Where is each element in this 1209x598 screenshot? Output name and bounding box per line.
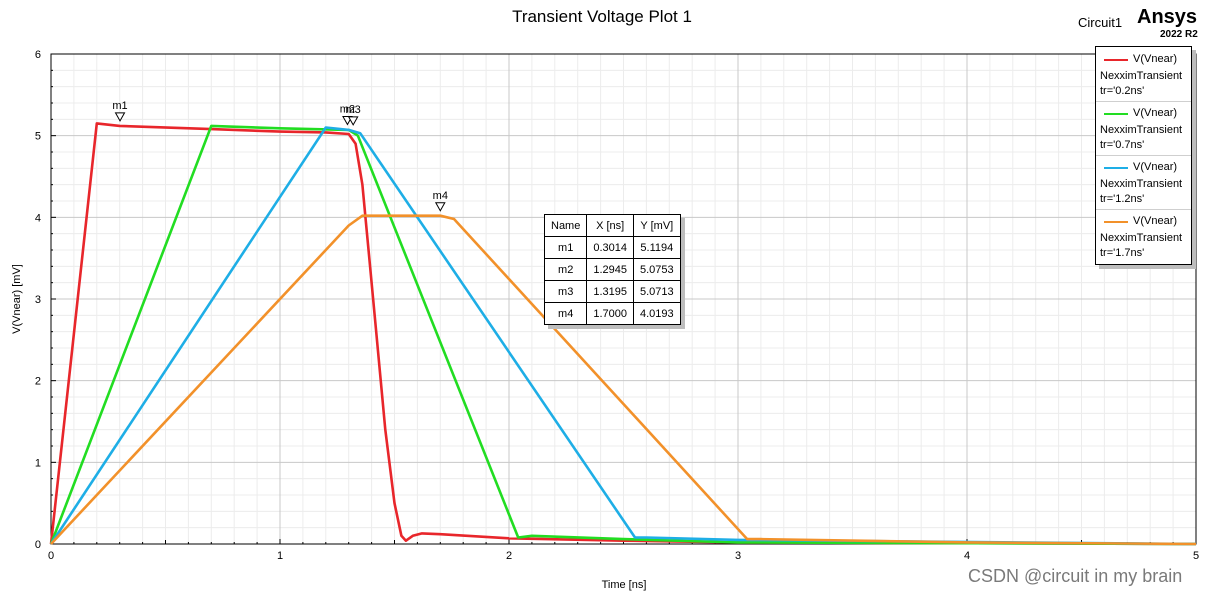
brand-logo: Ansys <box>1137 6 1198 28</box>
x-tick-label: 2 <box>506 550 512 562</box>
legend-series-name: V(Vnear) <box>1133 161 1178 173</box>
marker-label: m2 <box>340 104 355 116</box>
legend-series-solution: NexximTransient <box>1100 70 1183 82</box>
legend[interactable]: V(Vnear) NexximTransient tr='0.2ns' V(Vn… <box>1095 46 1192 265</box>
marker-table-header: Y [mV] <box>633 214 681 237</box>
x-tick-label: 4 <box>964 550 970 562</box>
y-tick-label: 0 <box>35 539 41 551</box>
y-tick-label: 1 <box>35 457 41 469</box>
y-tick-label: 2 <box>35 376 41 388</box>
legend-series-name: V(Vnear) <box>1133 215 1178 227</box>
y-tick-label: 3 <box>35 294 41 306</box>
y-tick-label: 6 <box>35 49 41 61</box>
series-line <box>49 124 1197 546</box>
marker-table-cell: 1.3195 <box>586 280 634 303</box>
marker-table-cell: 4.0193 <box>633 302 681 325</box>
series-line <box>50 214 1197 546</box>
legend-series-name: V(Vnear) <box>1133 53 1178 65</box>
plot-frame <box>50 53 1197 545</box>
marker-table-header-row: Name X [ns] Y [mV] <box>543 214 681 237</box>
legend-item-tr-0-2ns[interactable]: V(Vnear) NexximTransient tr='0.2ns' <box>1096 47 1191 102</box>
marker-triangle <box>434 202 446 212</box>
legend-series-solution: NexximTransient <box>1100 178 1183 190</box>
y-tick-label: 5 <box>35 131 41 143</box>
marker-table-row[interactable]: m1 0.3014 5.1194 <box>543 236 681 259</box>
y-tick-label: 4 <box>35 212 41 224</box>
legend-item-tr-1-2ns[interactable]: V(Vnear) NexximTransient tr='1.2ns' <box>1096 155 1191 210</box>
marker-table-cell: 1.7000 <box>586 302 634 325</box>
marker-table-cell: m2 <box>543 258 588 281</box>
legend-item-tr-0-7ns[interactable]: V(Vnear) NexximTransient tr='0.7ns' <box>1096 101 1191 156</box>
legend-item-tr-1-7ns[interactable]: V(Vnear) NexximTransient tr='1.7ns' <box>1096 209 1191 263</box>
marker-label: m4 <box>433 190 448 202</box>
marker-table-row[interactable]: m4 1.7000 4.0193 <box>543 302 681 325</box>
legend-series-name: V(Vnear) <box>1133 107 1178 119</box>
marker-table-cell: m4 <box>543 302 588 325</box>
circuit-name: Circuit1 <box>1078 15 1123 30</box>
marker-label: m1 <box>112 100 127 112</box>
marker-label: m3 <box>346 104 361 116</box>
marker-table-cell: m1 <box>543 236 588 259</box>
series-line <box>49 126 1197 546</box>
legend-swatch <box>1104 167 1128 169</box>
legend-series-param: tr='1.2ns' <box>1100 193 1145 205</box>
series-line <box>49 122 1197 546</box>
legend-series-param: tr='0.2ns' <box>1100 85 1145 97</box>
marker-table-header: X [ns] <box>586 214 634 237</box>
y-axis-label: V(Vnear) [mV] <box>11 264 23 334</box>
marker-table-cell: 1.2945 <box>586 258 634 281</box>
marker-table-row[interactable]: m2 1.2945 5.0753 <box>543 258 681 281</box>
x-tick-label: 1 <box>277 550 283 562</box>
marker-table-cell: 5.0753 <box>633 258 681 281</box>
x-tick-label: 0 <box>48 550 54 562</box>
x-tick-label: 5 <box>1193 550 1199 562</box>
marker-triangle <box>347 116 359 126</box>
marker-table-header: Name <box>543 214 588 237</box>
x-axis-label: Time [ns] <box>602 579 647 591</box>
legend-series-param: tr='1.7ns' <box>1100 247 1145 259</box>
marker-table[interactable]: Name X [ns] Y [mV] m1 0.3014 5.1194 m2 1… <box>543 214 681 325</box>
marker-table-cell: m3 <box>543 280 588 303</box>
marker-triangle <box>114 112 126 122</box>
chart-title: Transient Voltage Plot 1 <box>512 7 692 26</box>
legend-swatch <box>1104 113 1128 115</box>
x-tick-label: 3 <box>735 550 741 562</box>
version-label: 2022 R2 <box>1160 29 1198 40</box>
marker-table-cell: 5.0713 <box>633 280 681 303</box>
marker-table-cell: 0.3014 <box>586 236 634 259</box>
legend-swatch <box>1104 221 1128 223</box>
marker-table-row[interactable]: m3 1.3195 5.0713 <box>543 280 681 303</box>
legend-swatch <box>1104 59 1128 61</box>
legend-series-solution: NexximTransient <box>1100 124 1183 136</box>
legend-series-solution: NexximTransient <box>1100 232 1183 244</box>
watermark: CSDN @circuit in my brain <box>968 566 1183 586</box>
marker-table-cell: 5.1194 <box>633 236 681 259</box>
series-layer <box>49 122 1197 546</box>
legend-series-param: tr='0.7ns' <box>1100 139 1145 151</box>
